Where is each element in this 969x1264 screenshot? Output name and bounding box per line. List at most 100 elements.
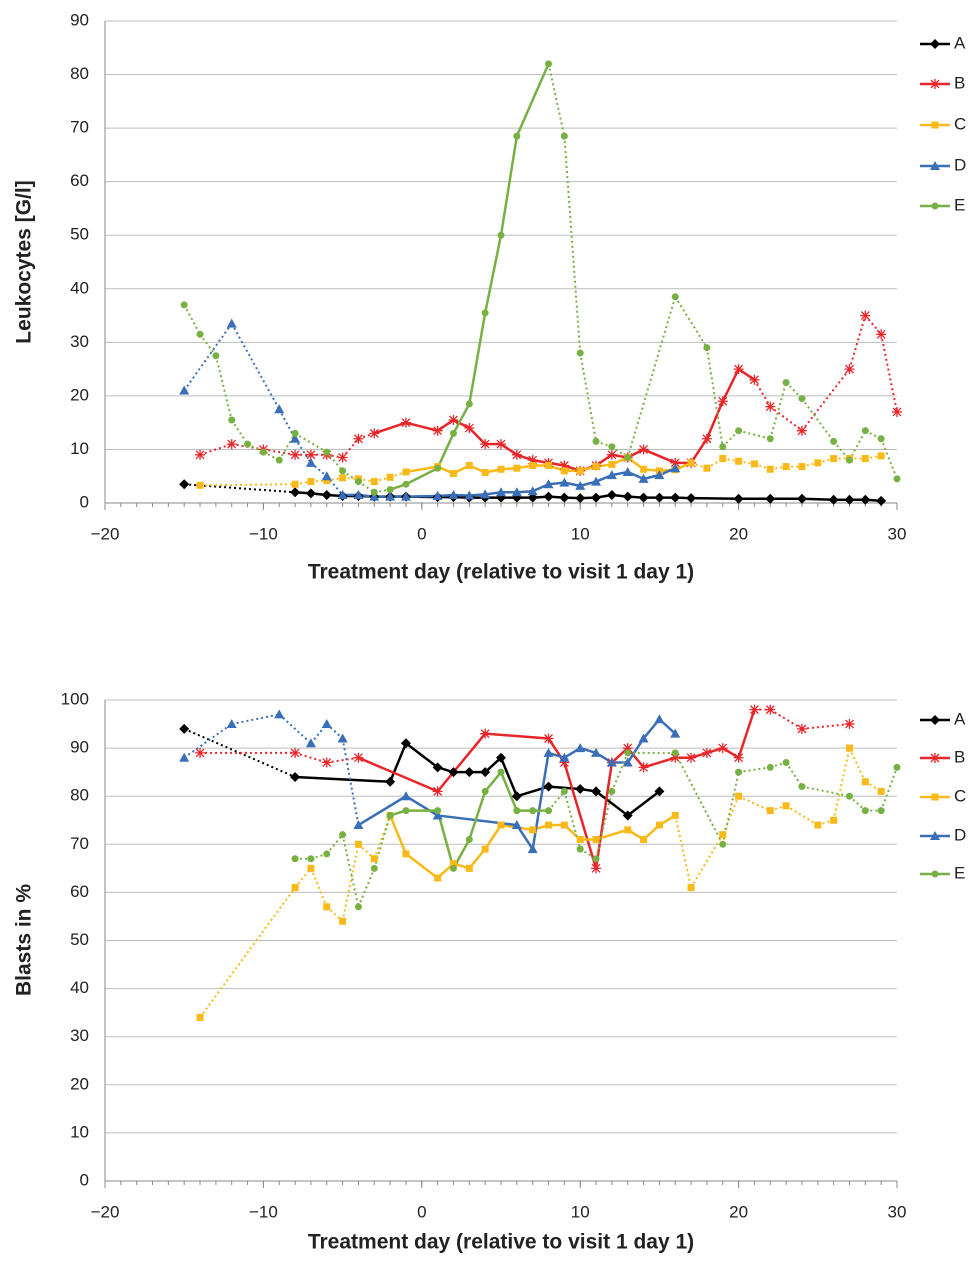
marker	[353, 820, 364, 830]
marker	[844, 494, 855, 505]
marker	[733, 364, 744, 375]
y-tick-label: 70	[70, 118, 89, 137]
marker	[195, 449, 206, 460]
x-tick-label: −20	[91, 524, 120, 543]
marker	[559, 460, 570, 471]
marker	[291, 429, 299, 437]
line-segment	[230, 323, 281, 410]
marker	[624, 749, 632, 757]
marker	[876, 329, 887, 340]
marker	[369, 428, 380, 439]
marker	[703, 464, 711, 472]
line-segment	[705, 400, 724, 440]
marker	[400, 791, 411, 801]
marker	[861, 778, 869, 786]
marker	[179, 385, 190, 395]
marker	[735, 427, 743, 435]
marker	[353, 489, 364, 499]
line-segment	[183, 323, 233, 392]
line-segment	[785, 804, 819, 826]
line-segment	[436, 810, 455, 869]
marker	[323, 448, 331, 456]
marker	[559, 757, 570, 768]
marker	[354, 840, 362, 848]
line-segment	[563, 136, 582, 354]
line-segment	[610, 752, 629, 792]
marker	[798, 395, 806, 403]
marker	[575, 783, 586, 794]
marker	[638, 444, 649, 455]
marker	[337, 733, 348, 743]
marker	[543, 491, 554, 502]
line-segment	[737, 709, 756, 759]
line-segment	[643, 448, 676, 464]
marker	[606, 757, 617, 767]
marker	[877, 452, 885, 460]
line-segment	[357, 756, 439, 793]
marker	[402, 480, 410, 488]
line-segment	[738, 766, 771, 774]
marker	[560, 467, 568, 475]
marker	[622, 466, 633, 476]
marker	[543, 781, 554, 792]
marker	[370, 488, 378, 496]
marker	[592, 835, 600, 843]
marker	[179, 723, 190, 734]
marker	[861, 427, 869, 435]
line-segment	[373, 815, 392, 860]
x-tick-label: 20	[729, 1202, 748, 1221]
marker	[529, 462, 537, 470]
marker	[782, 379, 790, 386]
line-segment	[690, 438, 708, 464]
marker	[196, 481, 204, 489]
line-segment	[547, 63, 566, 137]
line-segment	[325, 834, 344, 855]
x-axis-title: Treatment day (relative to visit 1 day 1…	[308, 561, 694, 584]
marker	[180, 301, 188, 309]
y-tick-label: 80	[70, 786, 89, 805]
marker	[321, 719, 332, 729]
line-segment	[722, 429, 740, 448]
marker	[179, 479, 190, 490]
marker	[640, 465, 648, 473]
marker	[592, 437, 600, 445]
marker	[196, 1013, 204, 1021]
marker	[480, 489, 491, 499]
marker	[545, 807, 553, 815]
line-segment	[753, 379, 772, 408]
marker	[798, 783, 806, 791]
marker	[339, 474, 347, 482]
line-segment	[405, 421, 438, 432]
marker	[370, 855, 378, 863]
marker	[930, 831, 940, 840]
line-segment	[310, 462, 328, 477]
line-segment	[516, 453, 534, 462]
legend-label: E	[954, 195, 965, 214]
marker	[511, 449, 522, 460]
marker	[400, 417, 411, 428]
marker	[638, 733, 649, 743]
line-segment	[801, 785, 850, 798]
y-tick-label: 50	[70, 225, 89, 244]
marker	[893, 475, 901, 483]
marker	[686, 752, 697, 763]
line-segment	[485, 732, 549, 740]
line-segment	[722, 747, 740, 759]
legend-label: B	[954, 747, 965, 766]
marker	[592, 463, 600, 471]
line-segment	[230, 419, 249, 445]
marker	[606, 449, 617, 460]
legend-label: D	[954, 155, 966, 174]
y-tick-label: 60	[70, 882, 89, 901]
x-tick-label: −10	[249, 1202, 278, 1221]
marker	[432, 786, 443, 797]
marker	[545, 60, 553, 68]
marker	[624, 453, 632, 461]
y-tick-label: 20	[70, 1074, 89, 1093]
marker	[782, 463, 790, 471]
marker	[766, 465, 774, 473]
marker	[385, 776, 396, 787]
marker	[226, 439, 237, 450]
marker	[640, 835, 648, 843]
